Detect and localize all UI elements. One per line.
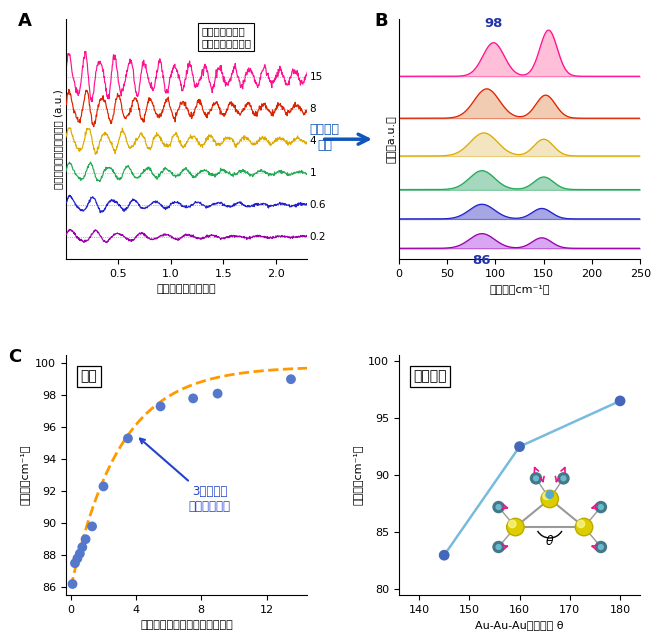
Text: 86: 86 <box>473 253 491 266</box>
X-axis label: 紫外光照射後の時間（ピコ秒）: 紫外光照射後の時間（ピコ秒） <box>141 620 233 630</box>
Text: 98: 98 <box>484 17 503 30</box>
Point <box>70 558 81 568</box>
Text: 理論計算: 理論計算 <box>413 370 447 383</box>
X-axis label: 振動数（cm⁻¹）: 振動数（cm⁻¹） <box>489 284 550 294</box>
Point <box>286 374 296 384</box>
Text: B: B <box>375 12 389 30</box>
Point <box>87 522 98 532</box>
Text: 15: 15 <box>310 72 323 82</box>
Point <box>213 388 223 399</box>
Point <box>75 548 85 559</box>
Point <box>72 554 82 564</box>
Point <box>155 401 166 412</box>
Point <box>98 481 109 492</box>
X-axis label: 遅延時間（ピコ秒）: 遅延時間（ピコ秒） <box>157 284 216 294</box>
Point <box>123 433 133 444</box>
Point <box>514 442 525 452</box>
Text: 8: 8 <box>310 104 316 114</box>
Y-axis label: 振動数（cm⁻¹）: 振動数（cm⁻¹） <box>352 445 362 506</box>
Text: 1: 1 <box>310 168 316 178</box>
Y-axis label: インパルシブラマン信号 (a.u.): インパルシブラマン信号 (a.u.) <box>53 90 63 189</box>
Text: 0.6: 0.6 <box>310 200 326 210</box>
Text: A: A <box>18 12 32 30</box>
Text: 4: 4 <box>310 136 316 146</box>
Point <box>615 396 626 406</box>
Text: 0.2: 0.2 <box>310 232 326 242</box>
Text: フーリエ
変換: フーリエ 変換 <box>310 123 340 152</box>
Y-axis label: 振動数（cm⁻¹）: 振動数（cm⁻¹） <box>20 445 30 506</box>
Point <box>188 393 199 404</box>
Text: C: C <box>8 348 21 366</box>
Y-axis label: 強度（a.u.）: 強度（a.u.） <box>386 115 396 163</box>
Text: 3ピコ秒の
時定数で変化: 3ピコ秒の 時定数で変化 <box>140 438 230 513</box>
Point <box>81 534 91 544</box>
Point <box>439 550 449 561</box>
X-axis label: Au-Au-Au間の角度 θ: Au-Au-Au間の角度 θ <box>475 620 564 630</box>
Text: 実験: 実験 <box>81 370 97 383</box>
Point <box>67 579 78 589</box>
Point <box>77 542 88 552</box>
Text: 紫外光照射後の
の時間（ピコ秒）: 紫外光照射後の の時間（ピコ秒） <box>201 26 251 48</box>
